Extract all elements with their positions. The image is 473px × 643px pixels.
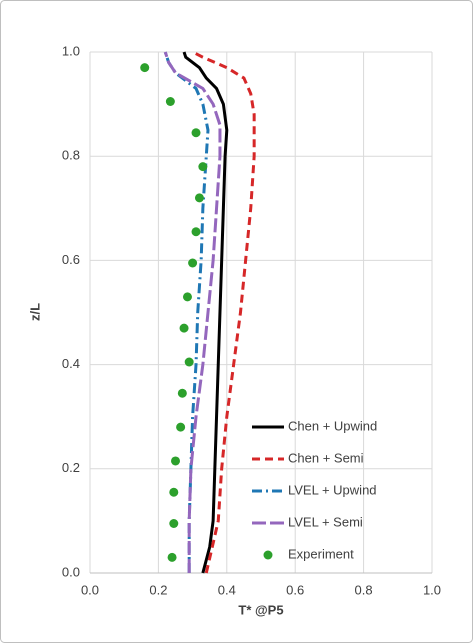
x-axis-title: T* @P5 bbox=[238, 602, 283, 617]
data-point bbox=[171, 456, 180, 466]
y-tick-label: 1.0 bbox=[62, 43, 80, 58]
y-tick-label: 0.4 bbox=[62, 356, 80, 371]
data-point bbox=[176, 422, 186, 432]
x-tick-label: 1.0 bbox=[423, 582, 441, 597]
series-line bbox=[182, 51, 229, 574]
x-tick-label: 0.6 bbox=[286, 582, 304, 597]
data-point bbox=[194, 193, 204, 203]
data-point bbox=[188, 258, 198, 268]
data-point bbox=[169, 487, 179, 497]
data-point bbox=[179, 323, 189, 333]
data-point bbox=[191, 128, 201, 138]
legend-label: Chen + Upwind bbox=[288, 418, 377, 433]
data-point bbox=[182, 292, 192, 302]
legend-label: Experiment bbox=[288, 546, 354, 561]
x-tick-label: 0.0 bbox=[81, 582, 99, 597]
series-line bbox=[163, 51, 222, 573]
y-tick-label: 0.2 bbox=[62, 460, 80, 475]
legend-label: Chen + Semi bbox=[288, 450, 364, 465]
series-line bbox=[191, 50, 256, 574]
legend-label: LVEL + Semi bbox=[288, 514, 363, 529]
x-tick-label: 0.4 bbox=[218, 582, 236, 597]
y-tick-label: 0.8 bbox=[62, 148, 80, 163]
data-point bbox=[191, 227, 201, 237]
data-point bbox=[198, 162, 208, 172]
x-tick-label: 0.8 bbox=[355, 582, 373, 597]
y-tick-label: 0.6 bbox=[62, 252, 80, 267]
data-point bbox=[165, 96, 175, 106]
data-point bbox=[167, 552, 177, 562]
data-point bbox=[140, 63, 150, 73]
y-tick-label: 0.0 bbox=[62, 564, 80, 579]
x-tick-label: 0.2 bbox=[149, 582, 167, 597]
data-point bbox=[169, 519, 179, 529]
data-point bbox=[184, 357, 194, 367]
legend-label: LVEL + Upwind bbox=[288, 482, 377, 497]
data-point bbox=[177, 388, 187, 398]
y-axis-title: z/L bbox=[27, 303, 42, 321]
legend-marker bbox=[263, 550, 273, 560]
